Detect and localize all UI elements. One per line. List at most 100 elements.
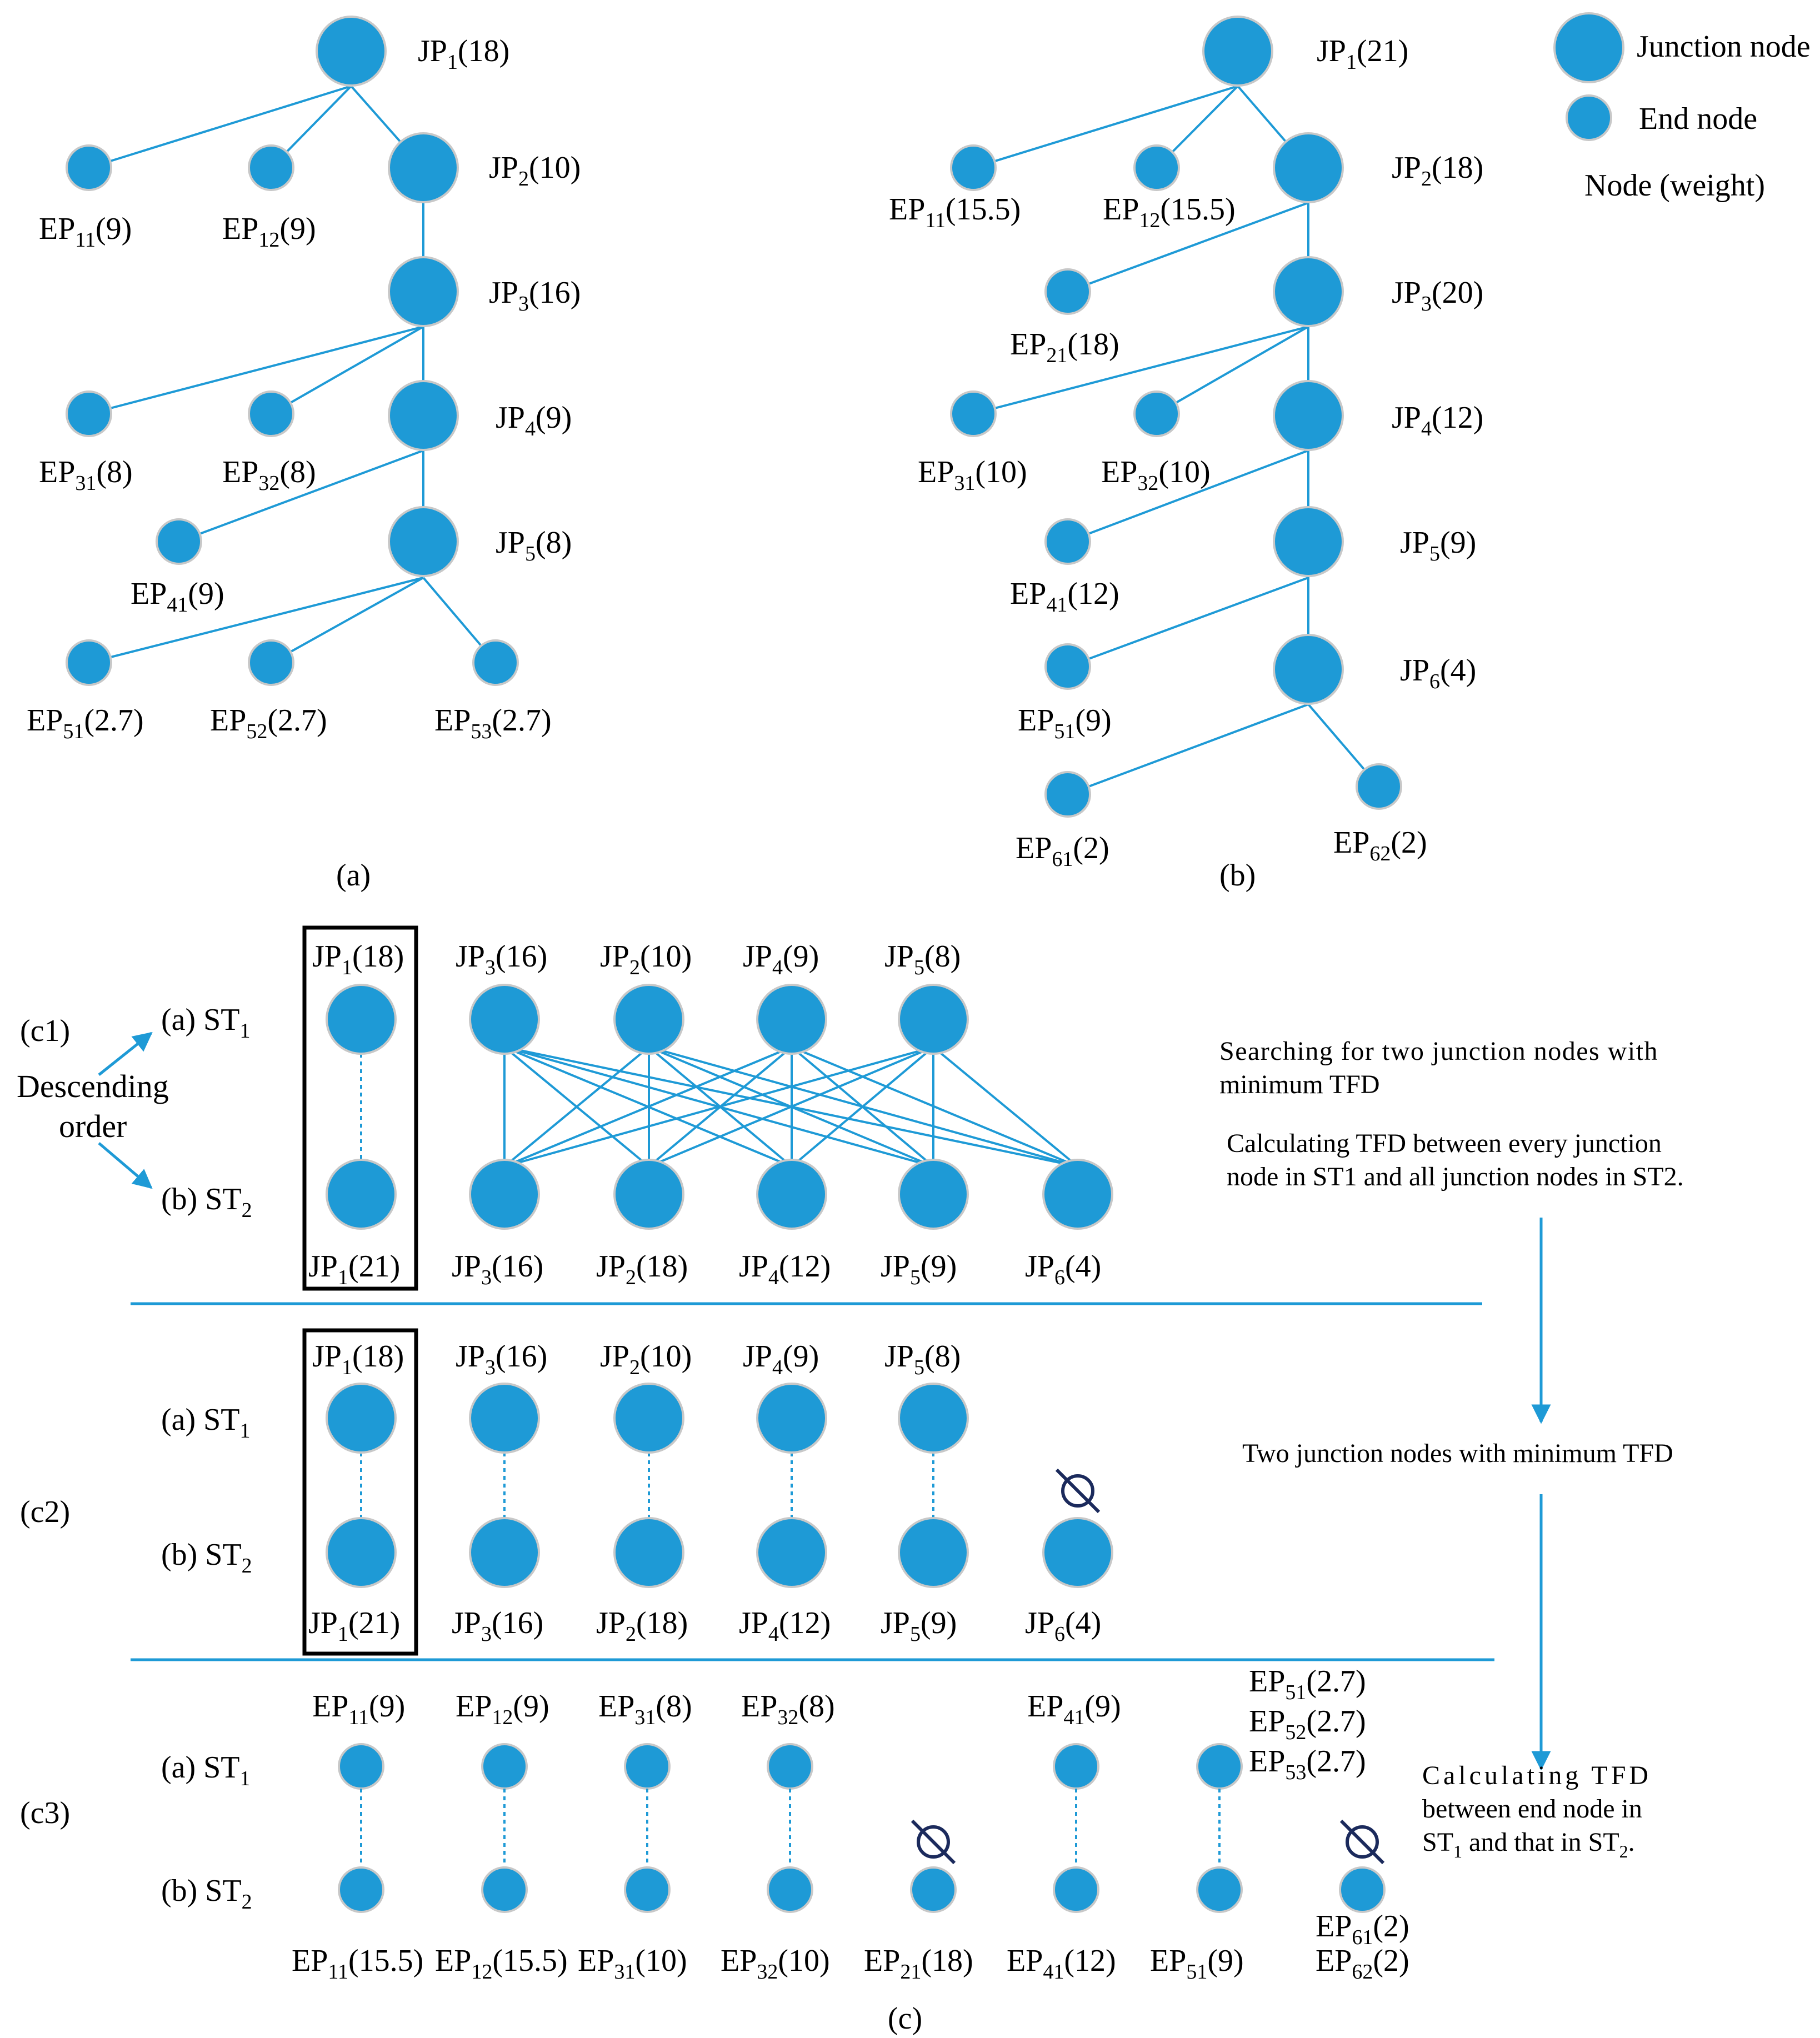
c2-empty-symbol — [1055, 1468, 1101, 1514]
c3-st2-node-7 — [1339, 1866, 1386, 1913]
label-c1: (c1) — [20, 1014, 70, 1048]
end-node-EP31 — [950, 390, 997, 437]
c2-st2-label-2: JP2(18) — [596, 1606, 688, 1646]
c2-st2-node-2 — [613, 1517, 684, 1588]
end-node-EP11 — [950, 144, 997, 191]
descending-arrow-up — [98, 1031, 153, 1076]
legend: Junction node End node Node (weight) — [1553, 12, 1811, 203]
descending-line1: Descending — [17, 1068, 169, 1104]
note-calc-line2: node in ST1 and all junction nodes in ST… — [1227, 1162, 1684, 1191]
c1-st1-node-4 — [898, 984, 969, 1055]
legend-weight-label: Node (weight) — [1584, 168, 1765, 203]
c3-st2-label: (b) ST2 — [161, 1874, 252, 1914]
tree-a: JP1(18) EP11(9) EP12(9) JP2(10) JP3(16) EP31(… — [27, 16, 581, 743]
end-node-EP41 — [156, 518, 202, 565]
edge-JP1-EP11 — [973, 85, 1238, 169]
c3-st2-group-label-0: EP61(2) — [1316, 1909, 1409, 1949]
c1-st1-node-2 — [613, 984, 684, 1055]
edge-JP6-EP61 — [1067, 703, 1309, 795]
c3-st2-label-4: EP21(18) — [864, 1944, 973, 1984]
note-end-line3: ST1 and that in ST2. — [1422, 1827, 1635, 1861]
label-JP1: JP1(18) — [418, 34, 509, 74]
junction-node-JP5 — [1273, 506, 1344, 577]
c2-st1-node-0 — [326, 1383, 397, 1454]
label-JP4: JP4(9) — [496, 400, 572, 440]
c1-st1-label-0: JP1(18) — [312, 939, 404, 979]
label-JP3: JP3(16) — [489, 276, 581, 316]
label-EP21: EP21(18) — [1010, 327, 1119, 367]
descending-arrow-down — [98, 1142, 153, 1189]
c3-st1-node-2 — [624, 1743, 671, 1790]
c1-st1-node-1 — [469, 984, 540, 1055]
end-node-EP21 — [1044, 268, 1091, 315]
tfd-link-4-3 — [791, 1046, 934, 1168]
c3-st1-label-5: EP41(9) — [1027, 1689, 1121, 1729]
legend-end-label: End node — [1639, 102, 1757, 136]
junction-node-JP6 — [1273, 634, 1344, 705]
c1-st2-node-3 — [756, 1159, 827, 1230]
tfd-link-4-1 — [504, 1046, 934, 1168]
note-calc-line1: Calculating TFD between every junction — [1227, 1129, 1662, 1158]
c1-st2-label-5: JP6(4) — [1025, 1249, 1101, 1289]
c2-st1-label-1: JP3(16) — [456, 1339, 547, 1379]
label-EP12: EP12(15.5) — [1103, 192, 1236, 232]
c2-st2-label-0: JP1(21) — [308, 1606, 400, 1646]
label-c2: (c2) — [20, 1495, 70, 1529]
c1-st1-label-2: JP2(10) — [600, 939, 692, 979]
c1-st2-node-0 — [326, 1159, 397, 1230]
end-node-EP51 — [1044, 643, 1091, 690]
c1-st2-node-5 — [1042, 1159, 1113, 1230]
c3-st2-node-1 — [481, 1866, 528, 1913]
c2-st2-node-3 — [756, 1517, 827, 1588]
c2-st2-node-0 — [326, 1517, 397, 1588]
c1-st2-label-3: JP4(12) — [739, 1249, 831, 1289]
end-node-EP12 — [248, 144, 294, 191]
section-c1: JP1(18) JP3(16) JP2(10) JP4(9) JP5(8) JP1(21)… — [308, 939, 1113, 1289]
c3-st2-label-6: EP51(9) — [1150, 1944, 1244, 1984]
label-EP31: EP31(8) — [39, 455, 133, 495]
c2-st1-node-3 — [756, 1383, 827, 1454]
label-JP5: JP5(8) — [496, 525, 572, 565]
label-EP12: EP12(9) — [222, 212, 316, 252]
label-JP5: JP5(9) — [1400, 525, 1476, 565]
section-c2: JP1(18) JP3(16) JP2(10) JP4(9) JP5(8) JP1(21)… — [308, 1339, 1113, 1646]
c3-st2-node-3 — [767, 1866, 813, 1913]
c3-empty-symbol-2 — [1339, 1819, 1385, 1865]
label-EP52: EP52(2.7) — [210, 703, 327, 743]
label-EP11: EP11(15.5) — [889, 192, 1021, 232]
c2-st1-node-2 — [613, 1383, 684, 1454]
c2-st1-label-2: JP2(10) — [600, 1339, 692, 1379]
c2-st2-node-4 — [898, 1517, 969, 1588]
edge-JP5-EP51 — [88, 577, 424, 664]
note-end-line1: Calculating TFD — [1422, 1761, 1652, 1790]
junction-node-JP3 — [1273, 256, 1344, 327]
junction-node-JP5 — [388, 506, 459, 577]
end-node-EP12 — [1133, 144, 1180, 191]
junction-node-JP3 — [388, 256, 459, 327]
c3-st1-label-2: EP31(8) — [598, 1689, 692, 1729]
c3-st1-label-1: EP12(9) — [456, 1689, 549, 1729]
c1-st2-label-0: JP1(21) — [308, 1249, 400, 1289]
c1-st1-label: (a) ST1 — [161, 1003, 251, 1043]
edge-JP3-EP31 — [973, 326, 1309, 415]
section-c3: EP11(9) EP12(9) EP31(8) EP32(8) EP41(9) EP51(… — [292, 1664, 1409, 1984]
c1-st2-label-4: JP5(9) — [881, 1249, 957, 1289]
edge-JP2-EP21 — [1067, 202, 1309, 293]
c3-st1-node-3 — [767, 1743, 813, 1790]
jp1-highlight-box-c2 — [302, 1328, 418, 1656]
label-JP1: JP1(21) — [1317, 34, 1408, 74]
label-EP32: EP32(8) — [222, 455, 316, 495]
c2-st2-node-5 — [1042, 1517, 1113, 1588]
c2-st2-label-5: JP6(4) — [1025, 1606, 1101, 1646]
row-labels: (c1) (c2) (c3) Descending order (a) ST1 … — [17, 1003, 252, 1914]
label-EP41: EP41(12) — [1010, 577, 1119, 617]
c3-st1-label-3: EP32(8) — [741, 1689, 835, 1729]
end-node-EP52 — [248, 639, 294, 686]
junction-node-JP1 — [1202, 16, 1273, 87]
label-JP4: JP4(12) — [1392, 400, 1483, 440]
junction-node-JP2 — [1273, 132, 1344, 203]
label-EP51: EP51(2.7) — [27, 703, 144, 743]
edge-JP3-EP32 — [1156, 326, 1309, 415]
end-node-EP31 — [66, 390, 112, 437]
